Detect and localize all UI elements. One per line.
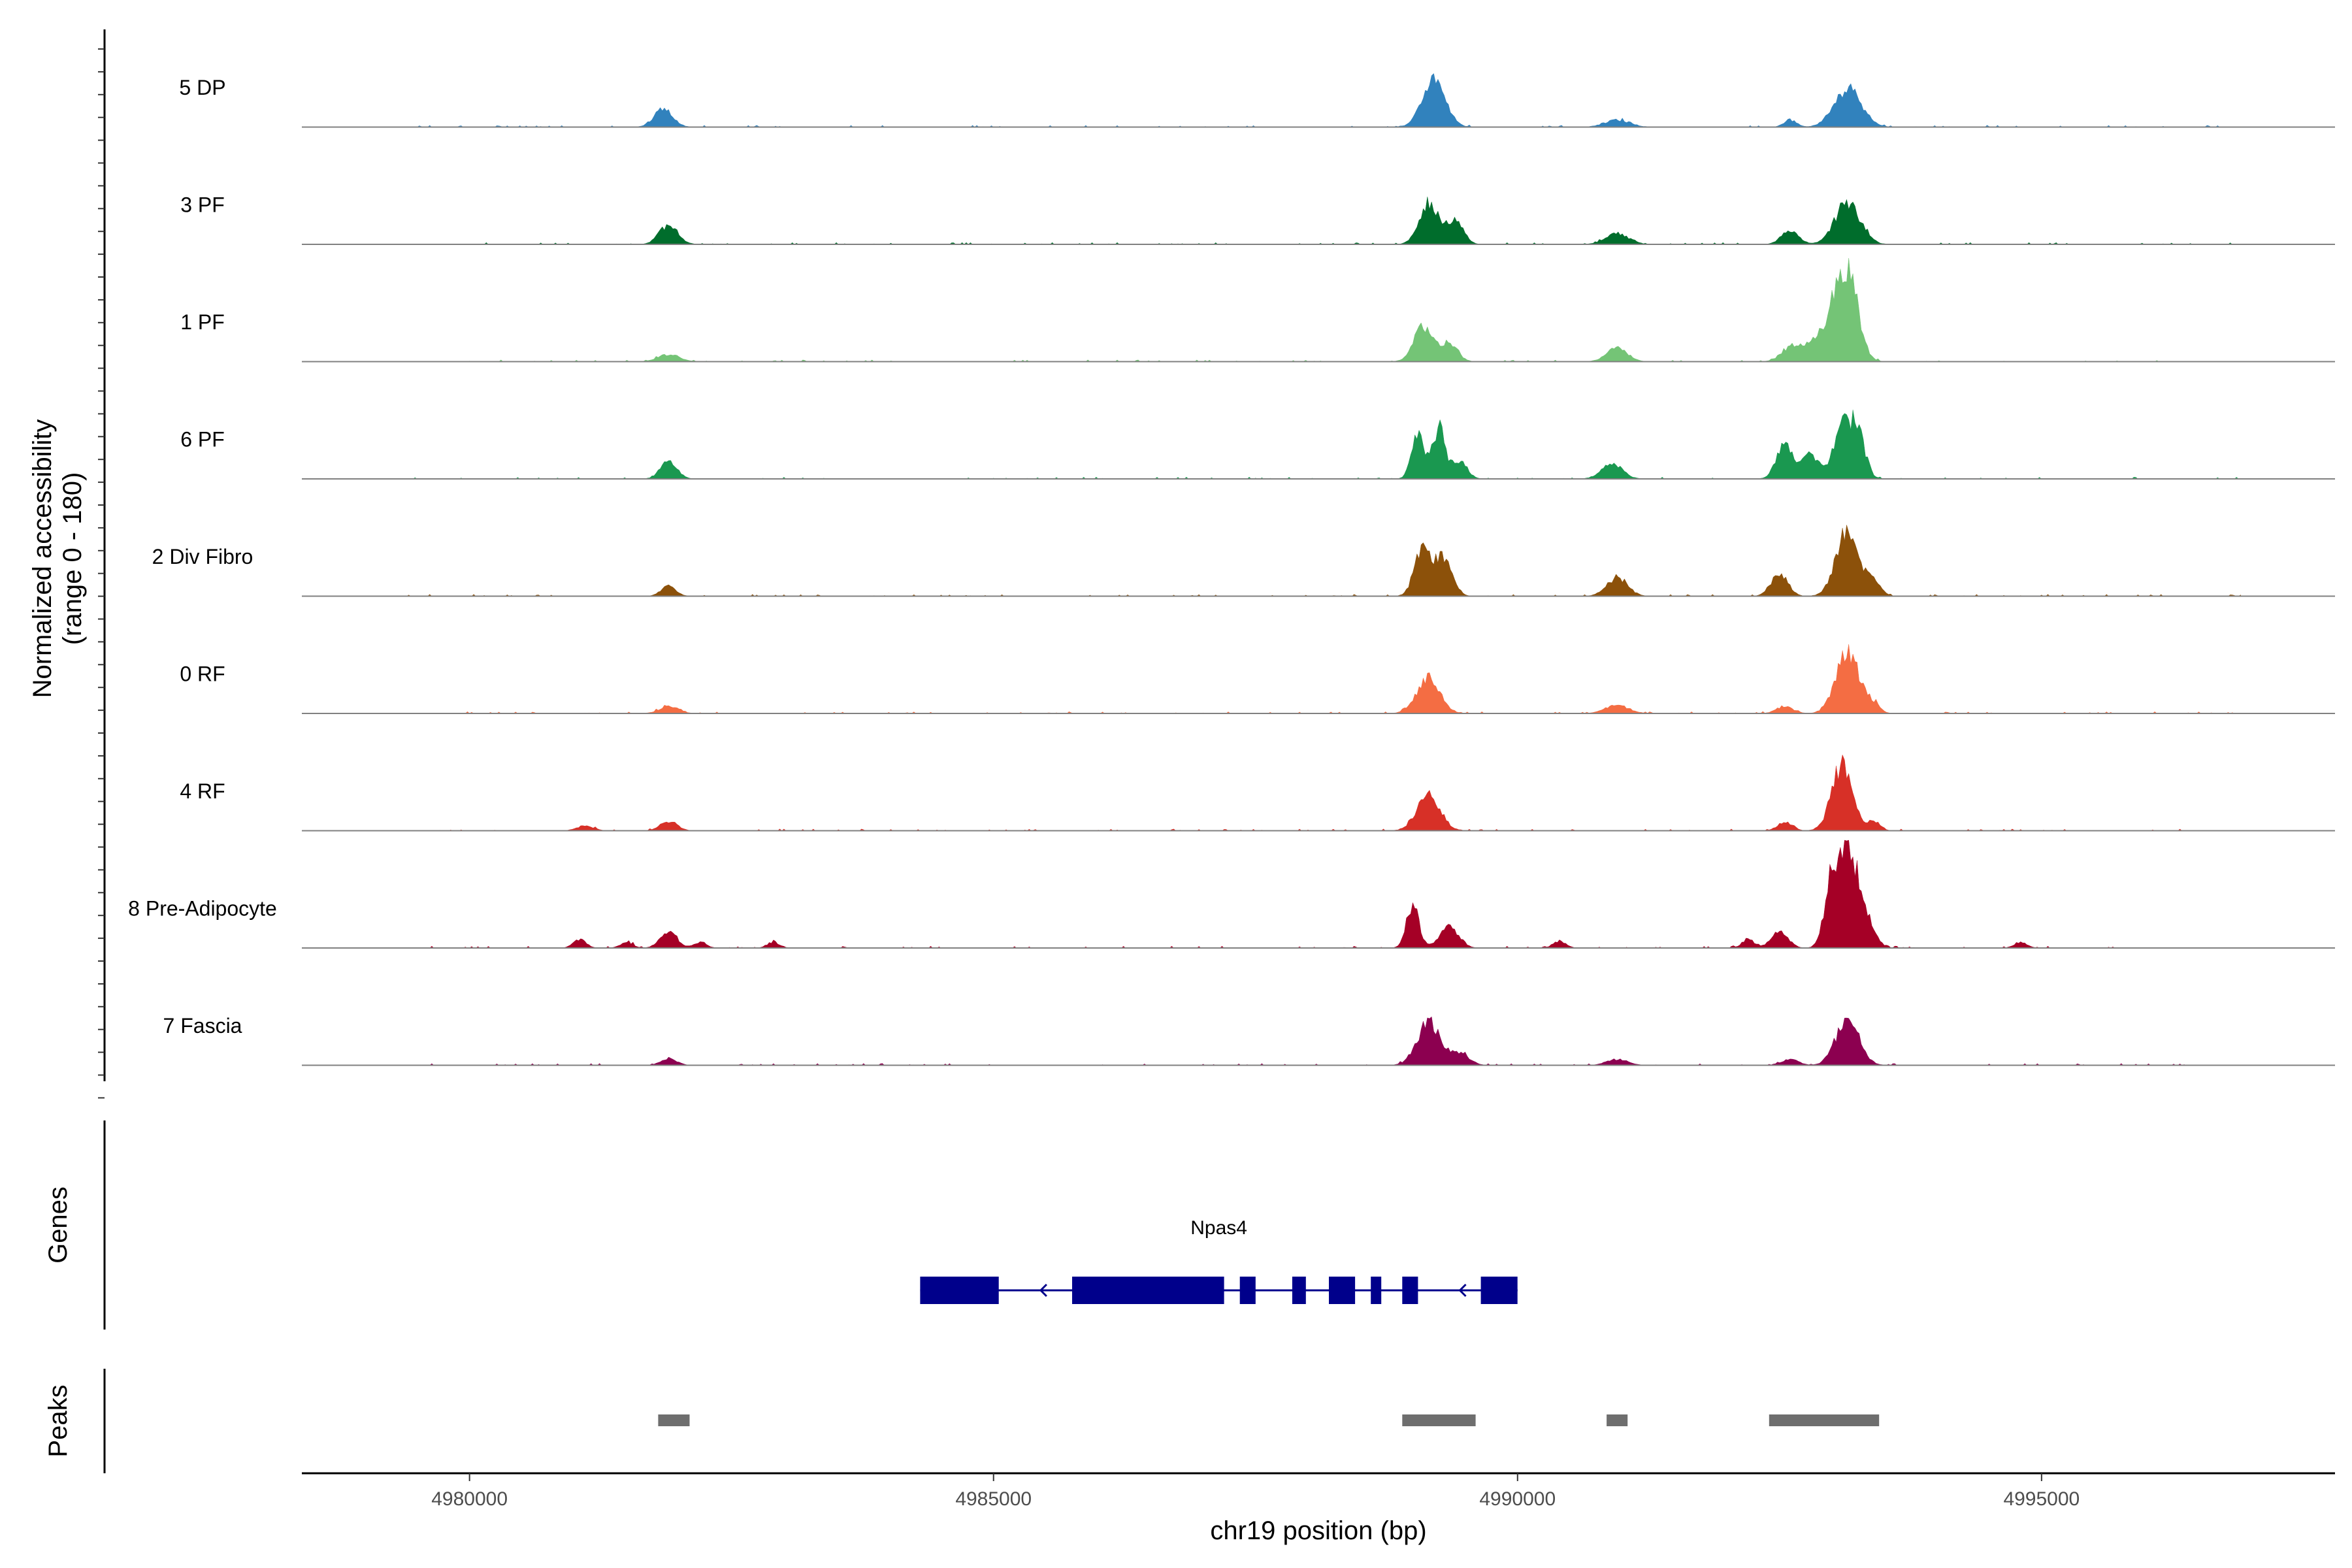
gene-label-npas4: Npas4 xyxy=(1190,1217,1247,1239)
track-label: 1 PF xyxy=(180,310,225,334)
x-axis-ticks: 4980000 4985000 4990000 4995000 xyxy=(431,1473,2080,1510)
coverage-area xyxy=(406,257,2241,362)
track-label: 6 PF xyxy=(180,428,225,451)
track-6-pf: 6 PF xyxy=(180,410,2335,480)
coverage-area xyxy=(406,754,2241,831)
x-tick-label: 4995000 xyxy=(2003,1488,2080,1510)
track-7-fascia: 7 Fascia xyxy=(163,1014,2335,1066)
gene-exon xyxy=(1072,1277,1224,1304)
track-label: 5 DP xyxy=(179,76,225,99)
gene-exon xyxy=(1371,1277,1382,1304)
track-5-dp: 5 DP xyxy=(179,73,2335,128)
peaks-panel-title: Peaks xyxy=(44,1384,73,1457)
coverage-y-axis-title-line1: Normalized accessibility xyxy=(28,419,57,698)
track-label: 7 Fascia xyxy=(163,1014,242,1037)
track-label: 0 RF xyxy=(180,662,225,686)
gene-annotation-panel: Npas4 xyxy=(920,1217,1518,1304)
track-label: 3 PF xyxy=(180,193,225,217)
strand-arrow xyxy=(1458,1283,1467,1298)
gene-exon xyxy=(1402,1277,1418,1304)
gene-exon xyxy=(920,1277,999,1304)
coverage-area xyxy=(406,525,2241,596)
track-label: 2 Div Fibro xyxy=(152,545,253,568)
gene-exon xyxy=(1329,1277,1356,1304)
gene-exon xyxy=(1292,1277,1306,1304)
peak-regions xyxy=(658,1414,1880,1426)
peak-region xyxy=(658,1414,690,1426)
x-tick-label: 4980000 xyxy=(431,1488,508,1510)
peak-region xyxy=(1769,1414,1880,1426)
track-label: 4 RF xyxy=(180,779,225,803)
peak-region xyxy=(1402,1414,1476,1426)
peak-region xyxy=(1607,1414,1628,1426)
x-tick-label: 4985000 xyxy=(955,1488,1032,1510)
track-3-pf: 3 PF xyxy=(180,193,2335,245)
coverage-area xyxy=(406,197,2241,245)
track-1-pf: 1 PF xyxy=(180,257,2335,363)
strand-arrow xyxy=(1039,1283,1047,1298)
coverage-area xyxy=(406,73,2241,127)
coverage-y-axis-title-line2: (range 0 - 180) xyxy=(58,472,87,645)
coverage-area xyxy=(406,840,2241,949)
track-0-rf: 0 RF xyxy=(180,644,2335,714)
track-4-rf: 4 RF xyxy=(180,754,2335,832)
gene-exon xyxy=(1239,1277,1256,1304)
x-axis-title: chr19 position (bp) xyxy=(1210,1516,1426,1545)
track-8-pre-adipocyte: 8 Pre-Adipocyte xyxy=(128,840,2335,949)
coverage-tracks: 5 DP 3 PF 1 PF 6 PF 2 Div Fibro 0 RF 4 RF 8 Pre… xyxy=(128,73,2335,1066)
x-tick-label: 4990000 xyxy=(1479,1488,1556,1510)
track-2-div-fibro: 2 Div Fibro xyxy=(152,525,2335,597)
coverage-area xyxy=(406,410,2241,480)
gene-exons xyxy=(920,1277,1518,1304)
coverage-area xyxy=(406,1016,2241,1066)
gene-exon xyxy=(1480,1277,1518,1304)
coverage-area xyxy=(406,644,2241,714)
genes-panel-title: Genes xyxy=(44,1186,73,1264)
coverage-y-axis-ticks xyxy=(98,48,105,1099)
track-label: 8 Pre-Adipocyte xyxy=(128,897,277,921)
